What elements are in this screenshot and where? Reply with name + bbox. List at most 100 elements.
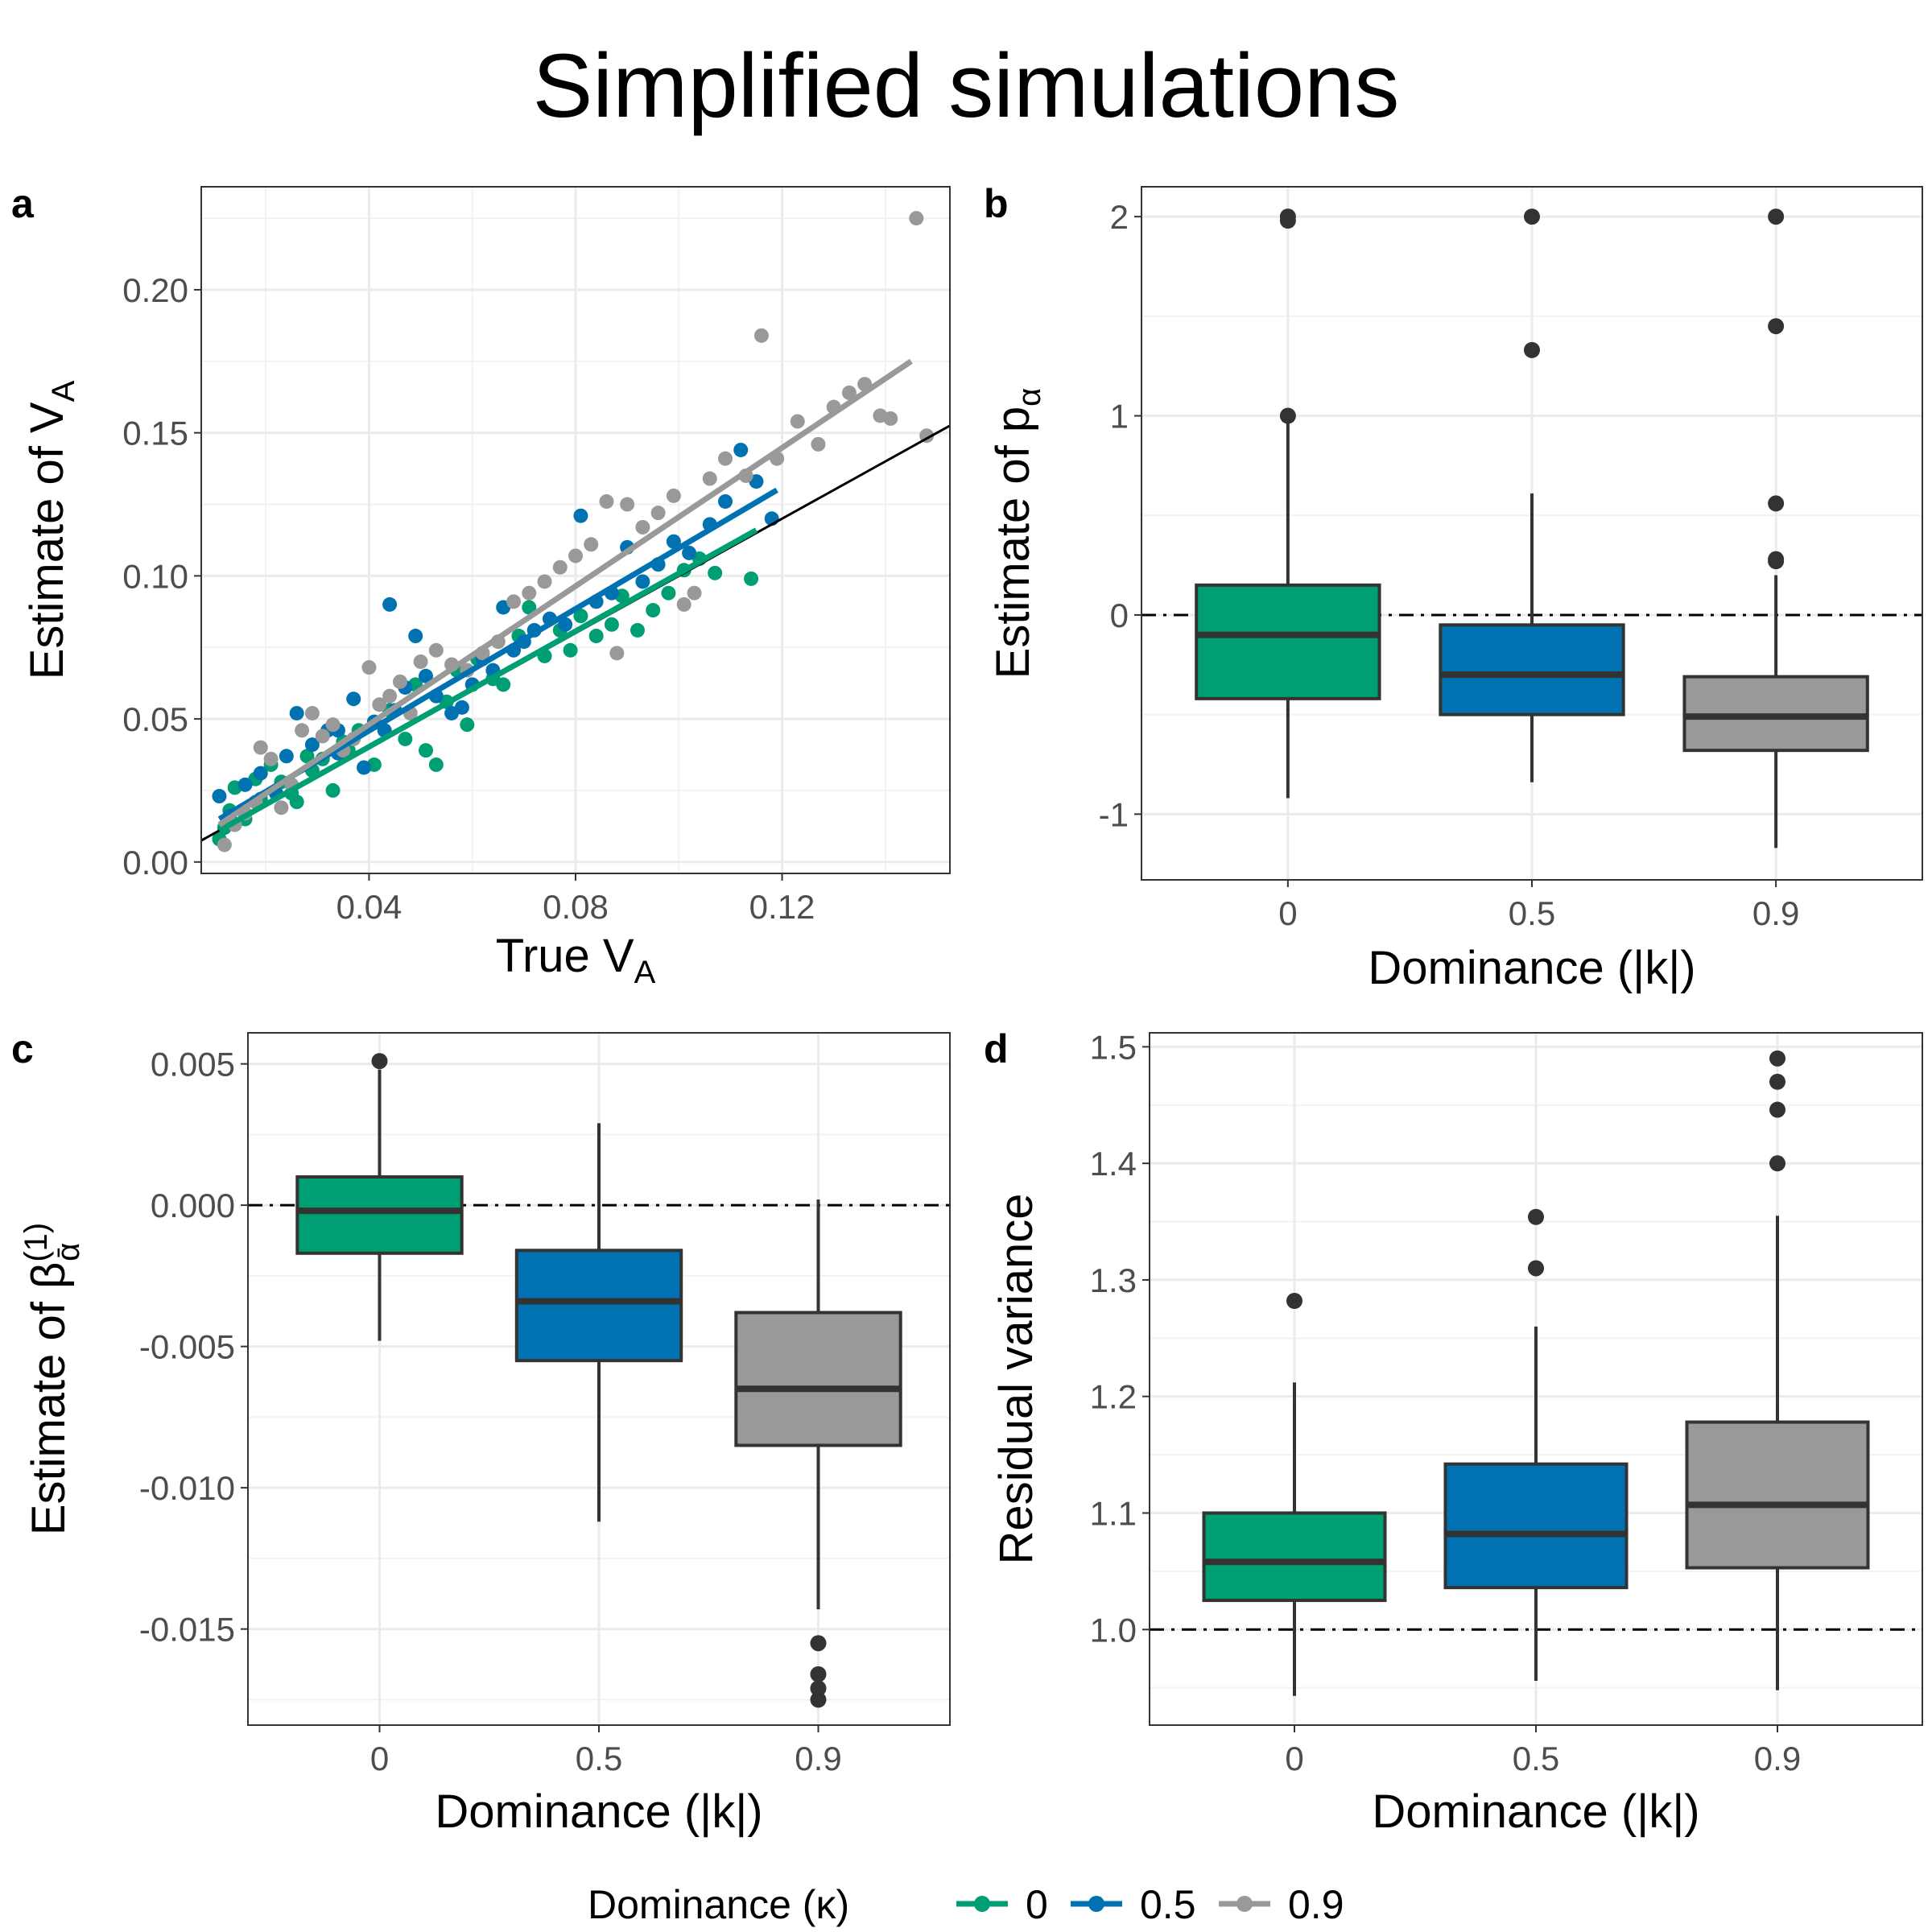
scatter-point bbox=[573, 609, 588, 624]
scatter-point bbox=[718, 493, 733, 509]
y-tick-label: -0.015 bbox=[139, 1611, 235, 1649]
x-tick-label: 0.5 bbox=[1509, 894, 1555, 932]
x-tick-label: 0.12 bbox=[749, 888, 815, 926]
scatter-point bbox=[382, 597, 398, 612]
legend-key-point bbox=[1088, 1896, 1104, 1912]
scatter-point bbox=[522, 585, 537, 601]
box-05 bbox=[1443, 1208, 1629, 1681]
scatter-point bbox=[666, 534, 681, 549]
outlier-point bbox=[810, 1680, 827, 1697]
y-tick-label: 1.4 bbox=[1090, 1145, 1137, 1183]
scatter-point bbox=[253, 740, 268, 755]
scatter-point bbox=[522, 600, 537, 615]
y-axis-title-main: Estimate of V bbox=[21, 402, 73, 679]
scatter-point bbox=[408, 629, 423, 644]
scatter-point bbox=[753, 328, 769, 343]
outlier-point bbox=[1768, 551, 1785, 568]
panel-d-boxplot: 1.0 1.1 1.2 1.3 1.4 1.5 0 0.5 0.9 Dominance (|k|)… bbox=[990, 1028, 1923, 1838]
x-tick-label: 0.08 bbox=[543, 888, 609, 926]
scatter-point bbox=[599, 493, 614, 509]
y-tick-label: 0 bbox=[1110, 597, 1129, 634]
scatter-point bbox=[635, 574, 650, 589]
scatter-point bbox=[274, 800, 289, 815]
outlier-point bbox=[1769, 1155, 1785, 1172]
scatter-point bbox=[419, 668, 433, 683]
outlier-point bbox=[810, 1635, 827, 1652]
scatter-point bbox=[372, 697, 387, 712]
scatter-point bbox=[279, 749, 294, 764]
scatter-point bbox=[304, 705, 320, 720]
y-tick-label: 0.05 bbox=[122, 700, 188, 738]
fit-line-0 bbox=[217, 527, 758, 833]
y-tick-label: 1.0 bbox=[1090, 1611, 1137, 1649]
scatter-point bbox=[811, 436, 826, 452]
scatter-point bbox=[563, 642, 578, 658]
panel-border bbox=[200, 186, 951, 874]
panel-b-boxplot: -1 0 1 2 0 0.5 0.9 Dominance (|k|) Estimate of p… bbox=[987, 186, 1923, 994]
outlier-point bbox=[1768, 495, 1785, 512]
scatter-point bbox=[237, 777, 253, 792]
y-tick-label: 1.3 bbox=[1090, 1261, 1137, 1299]
box-0 bbox=[295, 1053, 464, 1341]
scatter-point bbox=[718, 451, 733, 466]
series-05-points bbox=[212, 442, 779, 824]
box-iqr bbox=[1202, 1511, 1387, 1603]
y-tick-label: 1.1 bbox=[1090, 1494, 1137, 1532]
y-tick-label: 1 bbox=[1110, 398, 1129, 436]
scatter-point bbox=[682, 545, 697, 560]
outlier-point bbox=[1769, 1073, 1785, 1090]
y-axis-title-sub: A bbox=[46, 380, 81, 402]
box-iqr bbox=[514, 1249, 683, 1363]
panel-border bbox=[1141, 186, 1923, 881]
x-axis-title-main: True V bbox=[496, 930, 634, 982]
scatter-point bbox=[588, 629, 604, 644]
scatter-point bbox=[650, 506, 666, 521]
box-0 bbox=[1195, 208, 1381, 799]
outlier-point bbox=[1524, 208, 1540, 225]
scatter-point bbox=[413, 654, 428, 669]
x-axis-title: Dominance (|k|) bbox=[1372, 1785, 1699, 1838]
outlier-point bbox=[1279, 208, 1296, 225]
scatter-point bbox=[841, 385, 857, 400]
x-tick-label: 0.9 bbox=[795, 1740, 841, 1777]
scatter-point bbox=[361, 660, 377, 675]
scatter-point bbox=[635, 519, 650, 535]
box-iqr bbox=[734, 1311, 902, 1447]
scatter-point bbox=[584, 537, 599, 552]
scatter-point bbox=[676, 597, 691, 612]
y-axis-title: Estimate of pα bbox=[987, 388, 1047, 679]
box-iqr bbox=[1443, 1462, 1629, 1590]
y-axis-title: Residual variance bbox=[990, 1193, 1042, 1564]
scatter-point bbox=[496, 677, 511, 692]
scatter-point bbox=[315, 729, 330, 744]
scatter-point bbox=[630, 622, 645, 638]
y-tick-label: 2 bbox=[1110, 198, 1129, 236]
x-axis-title-sub: A bbox=[634, 955, 656, 990]
scatter-point bbox=[419, 743, 433, 758]
panel-c-boxplot: -0.015 -0.010 -0.005 0.000 0.005 0 0.5 0.9 Domin… bbox=[19, 1032, 951, 1838]
outlier-point bbox=[1769, 1050, 1785, 1067]
x-tick-label: 0.5 bbox=[1513, 1740, 1559, 1777]
scatter-point bbox=[428, 757, 444, 772]
scatter-point bbox=[382, 688, 398, 704]
box-09 bbox=[1682, 208, 1869, 848]
box-05 bbox=[1439, 208, 1625, 782]
outlier-point bbox=[1524, 341, 1540, 358]
box-09 bbox=[1685, 1050, 1870, 1690]
panel-border bbox=[247, 1032, 951, 1726]
x-tick-label: 0.04 bbox=[336, 888, 402, 926]
outlier-point bbox=[1528, 1260, 1544, 1277]
outlier-point bbox=[810, 1691, 827, 1708]
scatter-point bbox=[558, 617, 573, 632]
outlier-point bbox=[1769, 1101, 1785, 1118]
scatter-point bbox=[620, 497, 635, 512]
x-tick-label: 0.9 bbox=[1754, 1740, 1801, 1777]
x-tick-label: 0 bbox=[370, 1740, 389, 1777]
legend-items: 0 0.5 0.9 bbox=[956, 1882, 1344, 1927]
scatter-point bbox=[790, 414, 805, 429]
box-iqr bbox=[1195, 583, 1381, 700]
y-axis-title: Estimate of β(1)ᾱ bbox=[19, 1223, 86, 1535]
scatter-point bbox=[346, 691, 361, 707]
